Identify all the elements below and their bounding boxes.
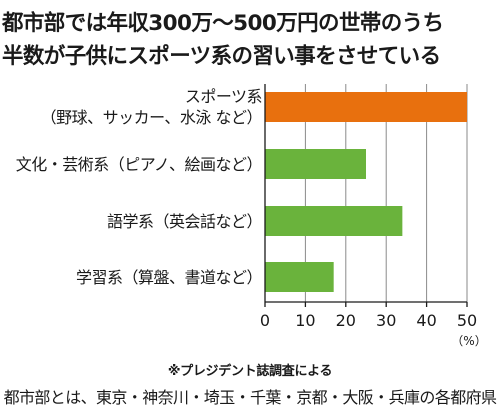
bar <box>265 149 366 179</box>
category-label: 文化・芸術系（ピアノ、絵画など） <box>15 154 263 175</box>
category-label: 語学系（英会話など） <box>106 211 263 232</box>
category-label-line: （野球、サッカー、水泳 など） <box>40 108 263 127</box>
chart-title-line1: 都市部では年収300万～500万円の世帯のうち <box>2 11 444 36</box>
category-label: 学習系（算盤、書道など） <box>75 267 263 288</box>
x-tick-label: 20 <box>336 311 356 330</box>
x-unit-label: （%） <box>451 334 486 348</box>
source-note: ※プレジデント誌調査による <box>167 364 333 379</box>
bar <box>265 92 467 122</box>
chart-title-line2: 半数が子供にスポーツ系の習い事をさせている <box>2 44 441 69</box>
x-tick-label: 40 <box>416 311 436 330</box>
bar <box>265 262 334 292</box>
bar <box>265 206 403 236</box>
category-label: スポーツ系 （野球、サッカー、水泳 など） <box>40 86 263 128</box>
x-tick-label: 50 <box>457 311 477 330</box>
x-tick-label: 30 <box>376 311 396 330</box>
x-tick-label: 10 <box>295 311 315 330</box>
category-label-line: 語学系（英会話など） <box>106 211 263 231</box>
footnote: 都市部とは、東京・神奈川・埼玉・千葉・京都・大阪・兵庫の各都府県 <box>3 388 497 407</box>
category-label-line: スポーツ系 <box>184 87 263 106</box>
category-label-line: 文化・芸術系（ピアノ、絵画など） <box>15 154 263 174</box>
category-label-line: 学習系（算盤、書道など） <box>75 267 263 287</box>
x-tick-label: 0 <box>260 311 270 330</box>
